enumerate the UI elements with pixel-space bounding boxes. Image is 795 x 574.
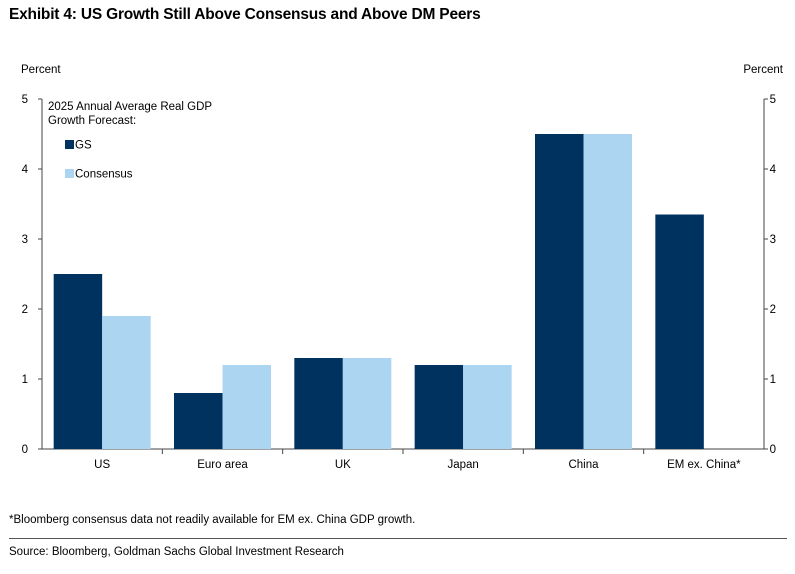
- legend-title-line-1: 2025 Annual Average Real GDP: [48, 101, 212, 113]
- y-tick-label-right: 1: [770, 374, 776, 386]
- bar-consensus-us: [102, 316, 151, 449]
- x-tick-label: US: [94, 459, 110, 471]
- y-tick-label-left: 5: [22, 94, 28, 106]
- y-tick-label-right: 4: [770, 164, 777, 176]
- bar-gs-japan: [414, 365, 464, 449]
- x-tick-label: EM ex. China*: [667, 459, 741, 471]
- bar-consensus-uk: [342, 358, 392, 449]
- legend-label-consensus: Consensus: [75, 169, 133, 181]
- divider: [9, 538, 787, 539]
- bar-chart: 0 0 1 1 2 2 3 3 4 4 5 5 Percent Percent US Euro area UK J…: [21, 64, 784, 471]
- bar-gs-em-ex-china: [655, 214, 704, 449]
- footnote: *Bloomberg consensus data not readily av…: [9, 514, 416, 526]
- y-tick-label-left: 4: [22, 164, 29, 176]
- x-tick-label: China: [568, 459, 599, 471]
- bar-gs-us: [53, 274, 103, 449]
- source-note: Source: Bloomberg, Goldman Sachs Global …: [9, 546, 344, 558]
- legend-title-line-2: Growth Forecast:: [48, 115, 136, 127]
- y-tick-label-left: 1: [22, 374, 28, 386]
- x-tick-label: Japan: [447, 459, 478, 471]
- legend-label-gs: GS: [75, 140, 92, 152]
- bar-gs-euro-area: [174, 393, 223, 449]
- y-tick-label-left: 2: [22, 304, 28, 316]
- y-axis-label-left: Percent: [21, 64, 61, 76]
- y-tick-label-right: 5: [770, 94, 776, 106]
- legend-swatch-gs: [65, 140, 74, 149]
- bar-gs-china: [535, 134, 584, 449]
- bar-consensus-japan: [463, 365, 512, 449]
- x-tick-label: Euro area: [197, 459, 248, 471]
- bar-consensus-euro-area: [222, 365, 271, 449]
- y-tick-label-right: 3: [770, 234, 776, 246]
- bar-gs-uk: [294, 358, 343, 449]
- y-axis-label-right: Percent: [743, 64, 783, 76]
- x-tick-label: UK: [335, 459, 351, 471]
- legend-swatch-consensus: [65, 169, 74, 178]
- y-tick-label-right: 0: [770, 444, 776, 456]
- y-tick-label-right: 2: [770, 304, 776, 316]
- bar-consensus-china: [583, 134, 632, 449]
- y-tick-label-left: 0: [22, 444, 28, 456]
- y-tick-label-left: 3: [22, 234, 28, 246]
- chart-title: Exhibit 4: US Growth Still Above Consens…: [9, 6, 481, 23]
